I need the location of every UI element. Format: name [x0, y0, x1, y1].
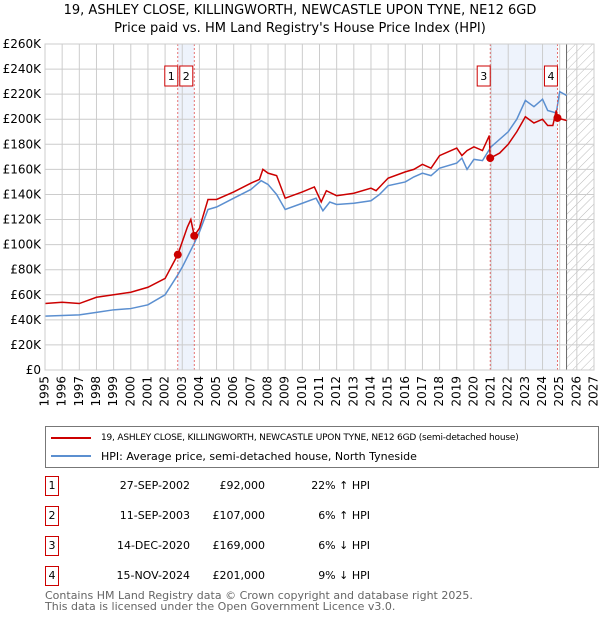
transaction-row: 4 15-NOV-2024 £201,000 9% ↓ HPI [45, 566, 445, 586]
sale-marker-badge: 4 [45, 566, 59, 586]
shaded-period [490, 44, 558, 370]
legend-item-hpi: HPI: Average price, semi-detached house,… [51, 448, 417, 464]
x-tick-label: 2008 [261, 376, 275, 407]
y-tick-label: £220K [3, 87, 43, 101]
x-tick-label: 2016 [398, 376, 412, 407]
x-tick-label: 2025 [552, 376, 566, 407]
sale-price: £92,000 [219, 479, 266, 492]
sale-point [190, 231, 199, 240]
y-tick-label: £200K [3, 112, 43, 126]
hpi-diff: 22% ↑ HPI [311, 479, 370, 492]
x-tick-label: 2002 [158, 376, 172, 407]
y-tick-label: £40K [10, 313, 42, 327]
sale-label: 2 [183, 70, 190, 83]
sale-marker-badge: 3 [45, 536, 59, 556]
y-tick-label: £160K [3, 162, 43, 176]
x-tick-label: 2001 [140, 376, 154, 407]
transaction-row: 1 27-SEP-2002 £92,000 22% ↑ HPI [45, 476, 445, 496]
y-tick-label: £60K [10, 288, 42, 302]
x-tick-label: 2020 [466, 376, 480, 407]
sale-date: 27-SEP-2002 [119, 479, 190, 492]
hpi-diff: 6% ↓ HPI [318, 539, 370, 552]
sale-point [173, 250, 182, 259]
x-tick-label: 2000 [123, 376, 137, 407]
legend-swatch-blue [51, 455, 91, 457]
x-tick-label: 1999 [106, 376, 120, 407]
x-tick-label: 2013 [346, 376, 360, 407]
footer: Contains HM Land Registry data © Crown c… [45, 590, 473, 612]
x-tick-label: 2010 [295, 376, 309, 407]
hpi-diff: 9% ↓ HPI [318, 569, 370, 582]
x-tick-label: 2003 [175, 376, 189, 407]
plot-frame [44, 43, 595, 371]
x-tick-label: 2004 [192, 376, 206, 407]
x-tick-label: 2023 [518, 376, 532, 407]
footer-line-2: This data is licensed under the Open Gov… [45, 600, 396, 613]
legend-label: 19, ASHLEY CLOSE, KILLINGWORTH, NEWCASTL… [101, 433, 519, 443]
sale-point [553, 113, 562, 122]
sale-marker-badge: 2 [45, 506, 59, 526]
sale-label: 4 [547, 70, 554, 83]
property-price-line [44, 110, 567, 305]
y-tick-label: £240K [3, 62, 43, 76]
x-tick-label: 1995 [38, 376, 52, 407]
legend-label: HPI: Average price, semi-detached house,… [101, 449, 417, 463]
sale-label-box [543, 65, 558, 87]
y-tick-label: £80K [10, 263, 42, 277]
sale-price: £107,000 [212, 509, 266, 522]
legend: 19, ASHLEY CLOSE, KILLINGWORTH, NEWCASTL… [45, 426, 599, 468]
x-tick-label: 2017 [415, 376, 429, 407]
sale-date: 11-SEP-2003 [119, 509, 190, 522]
x-tick-label: 1997 [72, 376, 86, 407]
sale-label-box [476, 65, 491, 87]
price-chart: 1 2 3 4 1995 1996 1997 1998 1999 2000 2001 2002 2003… [3, 37, 600, 407]
footer-line-1: Contains HM Land Registry data © Crown c… [45, 589, 473, 602]
x-tick-label: 2012 [329, 376, 343, 407]
x-tick-label: 2018 [432, 376, 446, 407]
x-tick-label: 2011 [312, 376, 326, 407]
y-tick-label: £260K [3, 37, 43, 51]
sale-label-box [179, 65, 194, 87]
y-tick-label: £120K [3, 213, 43, 227]
sale-marker-badge: 1 [45, 476, 59, 496]
hpi-line [44, 90, 567, 317]
x-tick-label: 2015 [381, 376, 395, 407]
sale-date: 14-DEC-2020 [116, 539, 190, 552]
x-tick-label: 2014 [363, 376, 377, 407]
x-tick-label: 2021 [484, 376, 498, 407]
sale-date: 15-NOV-2024 [116, 569, 190, 582]
x-tick-label: 2022 [501, 376, 515, 407]
transaction-row: 3 14-DEC-2020 £169,000 6% ↓ HPI [45, 536, 445, 556]
y-tick-label: £180K [3, 137, 43, 151]
x-tick-label: 2026 [569, 376, 583, 407]
chart-subtitle: Price paid vs. HM Land Registry's House … [114, 21, 486, 36]
sale-price: £201,000 [212, 569, 266, 582]
y-tick-label: £100K [3, 238, 43, 252]
x-tick-label: 2007 [243, 376, 257, 407]
y-tick-label: £0 [26, 363, 41, 377]
x-tick-label: 2005 [209, 376, 223, 407]
sale-price: £169,000 [212, 539, 266, 552]
transaction-row: 2 11-SEP-2003 £107,000 6% ↑ HPI [45, 506, 445, 526]
sale-label: 1 [168, 70, 175, 83]
shaded-period [177, 44, 195, 370]
x-tick-label: 2024 [535, 376, 549, 407]
y-tick-label: £20K [10, 338, 42, 352]
x-tick-label: 2006 [226, 376, 240, 407]
legend-item-property: 19, ASHLEY CLOSE, KILLINGWORTH, NEWCASTL… [51, 430, 519, 446]
x-tick-label: 2027 [587, 376, 600, 407]
y-tick-label: £140K [3, 187, 43, 201]
legend-swatch-red [51, 437, 91, 439]
chart-title: 19, ASHLEY CLOSE, KILLINGWORTH, NEWCASTL… [63, 3, 537, 18]
x-tick-label: 2019 [449, 376, 463, 407]
x-tick-label: 1998 [89, 376, 103, 407]
x-tick-label: 1996 [55, 376, 69, 407]
hpi-diff: 6% ↑ HPI [318, 509, 370, 522]
x-tick-label: 2009 [278, 376, 292, 407]
sale-point [486, 154, 495, 163]
forecast-hatch [566, 44, 594, 370]
sale-label: 3 [480, 70, 487, 83]
sale-label-box [164, 65, 179, 87]
